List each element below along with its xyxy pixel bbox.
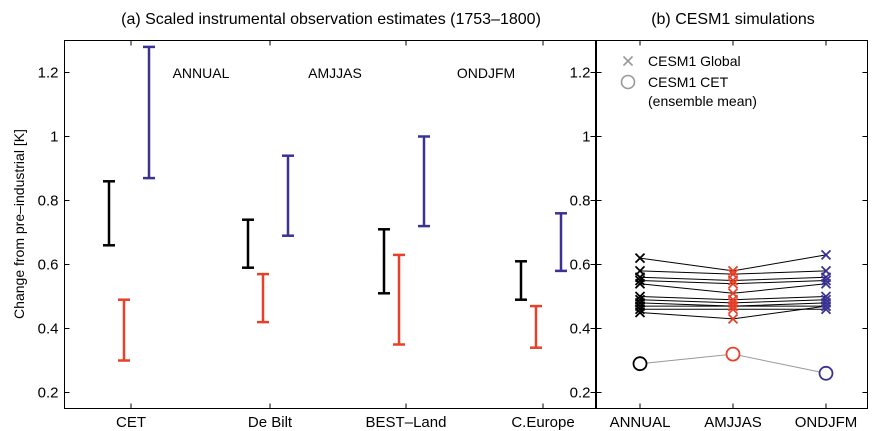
y-tick-label: 0.6: [570, 257, 591, 274]
cet-mean-marker-ondjfm: [818, 365, 834, 381]
season-label-ondjfm: ONDJFM: [457, 65, 515, 81]
marker-stroke: [634, 252, 646, 264]
y-axis-label: Change from pre–industrial [K]: [11, 129, 27, 319]
global-marker-ondjfm: [820, 304, 832, 315]
errorbar-ondjfm: [555, 212, 567, 273]
panel-a-errorbars: [103, 45, 567, 362]
marker-stroke: [727, 275, 739, 286]
global-marker-ondjfm: [820, 275, 832, 286]
y-tick-label: 0.4: [38, 321, 59, 338]
cet-mean-marker-annual: [632, 356, 648, 372]
errorbar-ondjfm: [143, 45, 155, 180]
global-marker-amjjas: [727, 304, 739, 315]
y-tick-label: 0.6: [38, 257, 59, 274]
marker-stroke: [727, 278, 739, 289]
errorbar-annual: [103, 180, 115, 247]
errorbar-amjjas: [118, 298, 130, 362]
panel-b-y-axis: 0.2 0.4 0.6 0.8 1 1.2: [570, 65, 868, 402]
panel-b-legend: CESM1 Global CESM1 CET (ensemble mean): [620, 53, 757, 109]
member-line: [639, 305, 827, 320]
legend-circle-marker: [620, 74, 636, 90]
global-marker-annual: [634, 252, 646, 264]
errorbar-amjjas: [530, 304, 542, 349]
marker-stroke: [820, 278, 832, 289]
x-tick-label: CET: [116, 414, 146, 431]
errorbar-annual: [515, 260, 527, 301]
marker-stroke: [634, 275, 646, 286]
errorbar-amjjas: [393, 253, 405, 346]
global-marker-annual: [634, 278, 646, 289]
marker-stroke: [727, 313, 739, 325]
x-tick-label: ONDJFM: [795, 414, 858, 431]
x-tick-label: C.Europe: [511, 414, 574, 431]
marker-stroke: [820, 249, 832, 261]
legend-global-label: CESM1 Global: [648, 53, 741, 69]
y-tick-label: 1.2: [38, 65, 59, 82]
y-tick-label: 0.2: [38, 385, 59, 402]
y-tick-label: 0.8: [570, 193, 591, 210]
panel-b-markers: [632, 249, 834, 381]
legend-cet-sublabel: (ensemble mean): [648, 93, 757, 109]
panel-a-x-axis: CET De Bilt BEST–Land C.Europe: [116, 40, 575, 431]
panel-a-frame: [64, 40, 596, 409]
panel-b-cesm1: (b) CESM1 simulations 0.2 0.4 0.6 0.8 1 1.2 A…: [570, 11, 868, 431]
legend-cet-label: CESM1 CET: [648, 74, 729, 90]
global-marker-amjjas: [727, 265, 739, 277]
panel-a-season-labels: ANNUAL AMJJAS ONDJFM: [173, 65, 516, 81]
marker-stroke: [727, 300, 739, 312]
member-line: [639, 283, 827, 294]
y-tick-label: 0.2: [570, 385, 591, 402]
errorbar-ondjfm: [418, 135, 430, 228]
global-marker-amjjas: [727, 300, 739, 312]
global-marker-ondjfm: [820, 249, 832, 261]
marker-stroke: [820, 300, 832, 312]
panel-a-instrumental: (a) Scaled instrumental observation esti…: [38, 11, 596, 431]
errorbar-annual: [378, 228, 390, 295]
errorbar-ondjfm: [282, 154, 294, 237]
errorbar-amjjas: [257, 272, 269, 324]
season-label-amjjas: AMJJAS: [308, 65, 362, 81]
global-marker-annual: [634, 304, 646, 315]
global-marker-amjjas: [727, 278, 739, 289]
x-tick-label: AMJJAS: [704, 414, 762, 431]
marker-stroke: [727, 265, 739, 277]
global-marker-ondjfm: [820, 300, 832, 312]
panel-b-title: (b) CESM1 simulations: [651, 11, 815, 28]
marker-stroke: [727, 304, 739, 315]
global-marker-annual: [634, 307, 646, 318]
y-tick-label: 0.4: [570, 321, 591, 338]
global-marker-amjjas: [727, 313, 739, 325]
y-tick-label: 0.8: [38, 193, 59, 210]
x-tick-label: ANNUAL: [610, 414, 671, 431]
season-label-annual: ANNUAL: [173, 65, 230, 81]
marker-stroke: [634, 304, 646, 315]
global-marker-annual: [634, 275, 646, 286]
errorbar-annual: [242, 218, 254, 269]
marker-stroke: [820, 304, 832, 315]
marker-stroke: [820, 275, 832, 286]
marker-stroke: [622, 55, 634, 67]
marker-stroke: [634, 307, 646, 318]
panel-b-frame: [596, 40, 868, 409]
panel-a-y-axis: 0.2 0.4 0.6 0.8 1 1.2: [38, 65, 596, 402]
panel-b-x-axis: ANNUAL AMJJAS ONDJFM: [610, 40, 858, 431]
panel-a-title: (a) Scaled instrumental observation esti…: [121, 11, 541, 28]
legend-x-marker: [622, 55, 634, 67]
cet-mean-marker-amjjas: [725, 346, 741, 362]
marker-stroke: [634, 278, 646, 289]
y-tick-label: 1: [582, 129, 590, 146]
x-tick-label: De Bilt: [248, 414, 293, 431]
y-tick-label: 1.2: [570, 65, 591, 82]
global-marker-ondjfm: [820, 278, 832, 289]
global-marker-amjjas: [727, 275, 739, 286]
x-tick-label: BEST–Land: [366, 414, 447, 431]
member-line: [639, 254, 827, 272]
y-tick-label: 1: [50, 129, 58, 146]
